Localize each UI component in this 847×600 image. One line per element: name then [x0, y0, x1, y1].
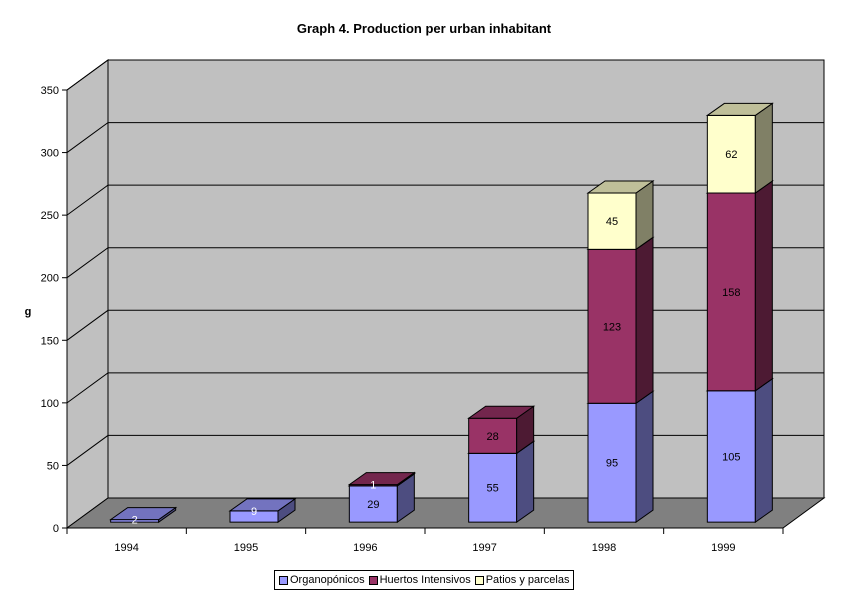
legend-item-patios-parcelas: Patios y parcelas [474, 574, 570, 586]
legend-swatch-patios-parcelas [474, 575, 484, 585]
bar-0-1999-front [706, 390, 756, 523]
legend-label-organoponicos: Organopónicos [290, 574, 365, 586]
gridline [66, 372, 824, 404]
bar-1-1999-side [754, 180, 773, 392]
x-tick-label: 1996 [353, 542, 377, 554]
legend-label-patios-parcelas: Patios y parcelas [485, 574, 570, 586]
data-label-1-1997: 28 [487, 431, 499, 443]
bar-0-1997-front [468, 452, 518, 523]
y-tick-label: 200 [41, 273, 59, 285]
y-axis-label: g [25, 306, 32, 318]
bar-2-1999-front [706, 114, 756, 194]
x-tick-label: 1998 [592, 542, 616, 554]
bar-2-1999-top [705, 102, 774, 116]
data-label-0-1994: 2 [132, 515, 138, 527]
bar-2-1998-front [587, 192, 637, 250]
legend-item-organoponicos: Organopónicos [279, 574, 365, 586]
data-label-2-1998: 45 [606, 216, 618, 228]
y-tick-label: 100 [41, 398, 59, 410]
y-tick-label: 150 [41, 335, 59, 347]
gridline [66, 59, 824, 91]
data-label-0-1996: 29 [367, 499, 379, 511]
legend: Organopónicos Huertos Intensivos Patios … [274, 570, 575, 590]
bar-2-1999-side [754, 102, 773, 194]
bar-0-1995-top [228, 498, 297, 512]
legend-label-huertos-intensivos: Huertos Intensivos [379, 574, 471, 586]
bar-1-1997-top [467, 405, 536, 419]
bar-1-1998-side [635, 236, 654, 405]
x-tick-label: 1999 [711, 542, 735, 554]
data-label-1-1998: 123 [603, 321, 621, 333]
legend-swatch-huertos-intensivos [368, 575, 378, 585]
gridline [66, 309, 824, 341]
x-tick-label: 1997 [472, 542, 496, 554]
bar-1-1999-front [706, 192, 756, 392]
bar-0-1997-side [516, 440, 535, 524]
data-label-0-1999: 105 [722, 451, 740, 463]
y-tick-label: 300 [41, 148, 59, 160]
legend-swatch-organoponicos [279, 575, 288, 585]
bar-0-1998-front [587, 402, 637, 523]
bar-2-1998-top [586, 180, 655, 194]
y-tick-label: 0 [53, 523, 59, 535]
y-tick-label: 50 [47, 460, 59, 472]
bar-0-1999-side [754, 377, 773, 524]
gridline [66, 434, 824, 466]
bar-0-1998-side [635, 390, 654, 524]
plot-area: 0 50 100 150 200 250 300 350 2 1994 9 1995 29 1 1996 55… [41, 59, 826, 554]
bar-1-1998-front [587, 248, 637, 404]
data-label-0-1998: 95 [606, 458, 618, 470]
chart-title: Graph 4. Production per urban inhabitant [297, 21, 552, 36]
bar-1-1996-top [347, 472, 416, 486]
data-label-0-1997: 55 [487, 483, 499, 495]
y-tick-label: 350 [41, 85, 59, 97]
data-label-1-1999: 158 [722, 287, 740, 299]
y-tick-label: 250 [41, 210, 59, 222]
gridline [66, 122, 824, 153]
side-wall [66, 59, 109, 529]
bar-0-1994-top [109, 507, 178, 521]
x-tick-label: 1994 [114, 542, 138, 554]
data-label-2-1999: 62 [725, 149, 737, 161]
legend-item-huertos-intensivos: Huertos Intensivos [368, 574, 471, 586]
x-tick-label: 1995 [234, 542, 258, 554]
bar-1-1997-front [468, 417, 518, 454]
data-label-0-1995: 9 [251, 506, 257, 518]
data-label-1-1996: 1 [370, 480, 376, 492]
gridline [66, 247, 824, 279]
gridline [66, 184, 824, 216]
